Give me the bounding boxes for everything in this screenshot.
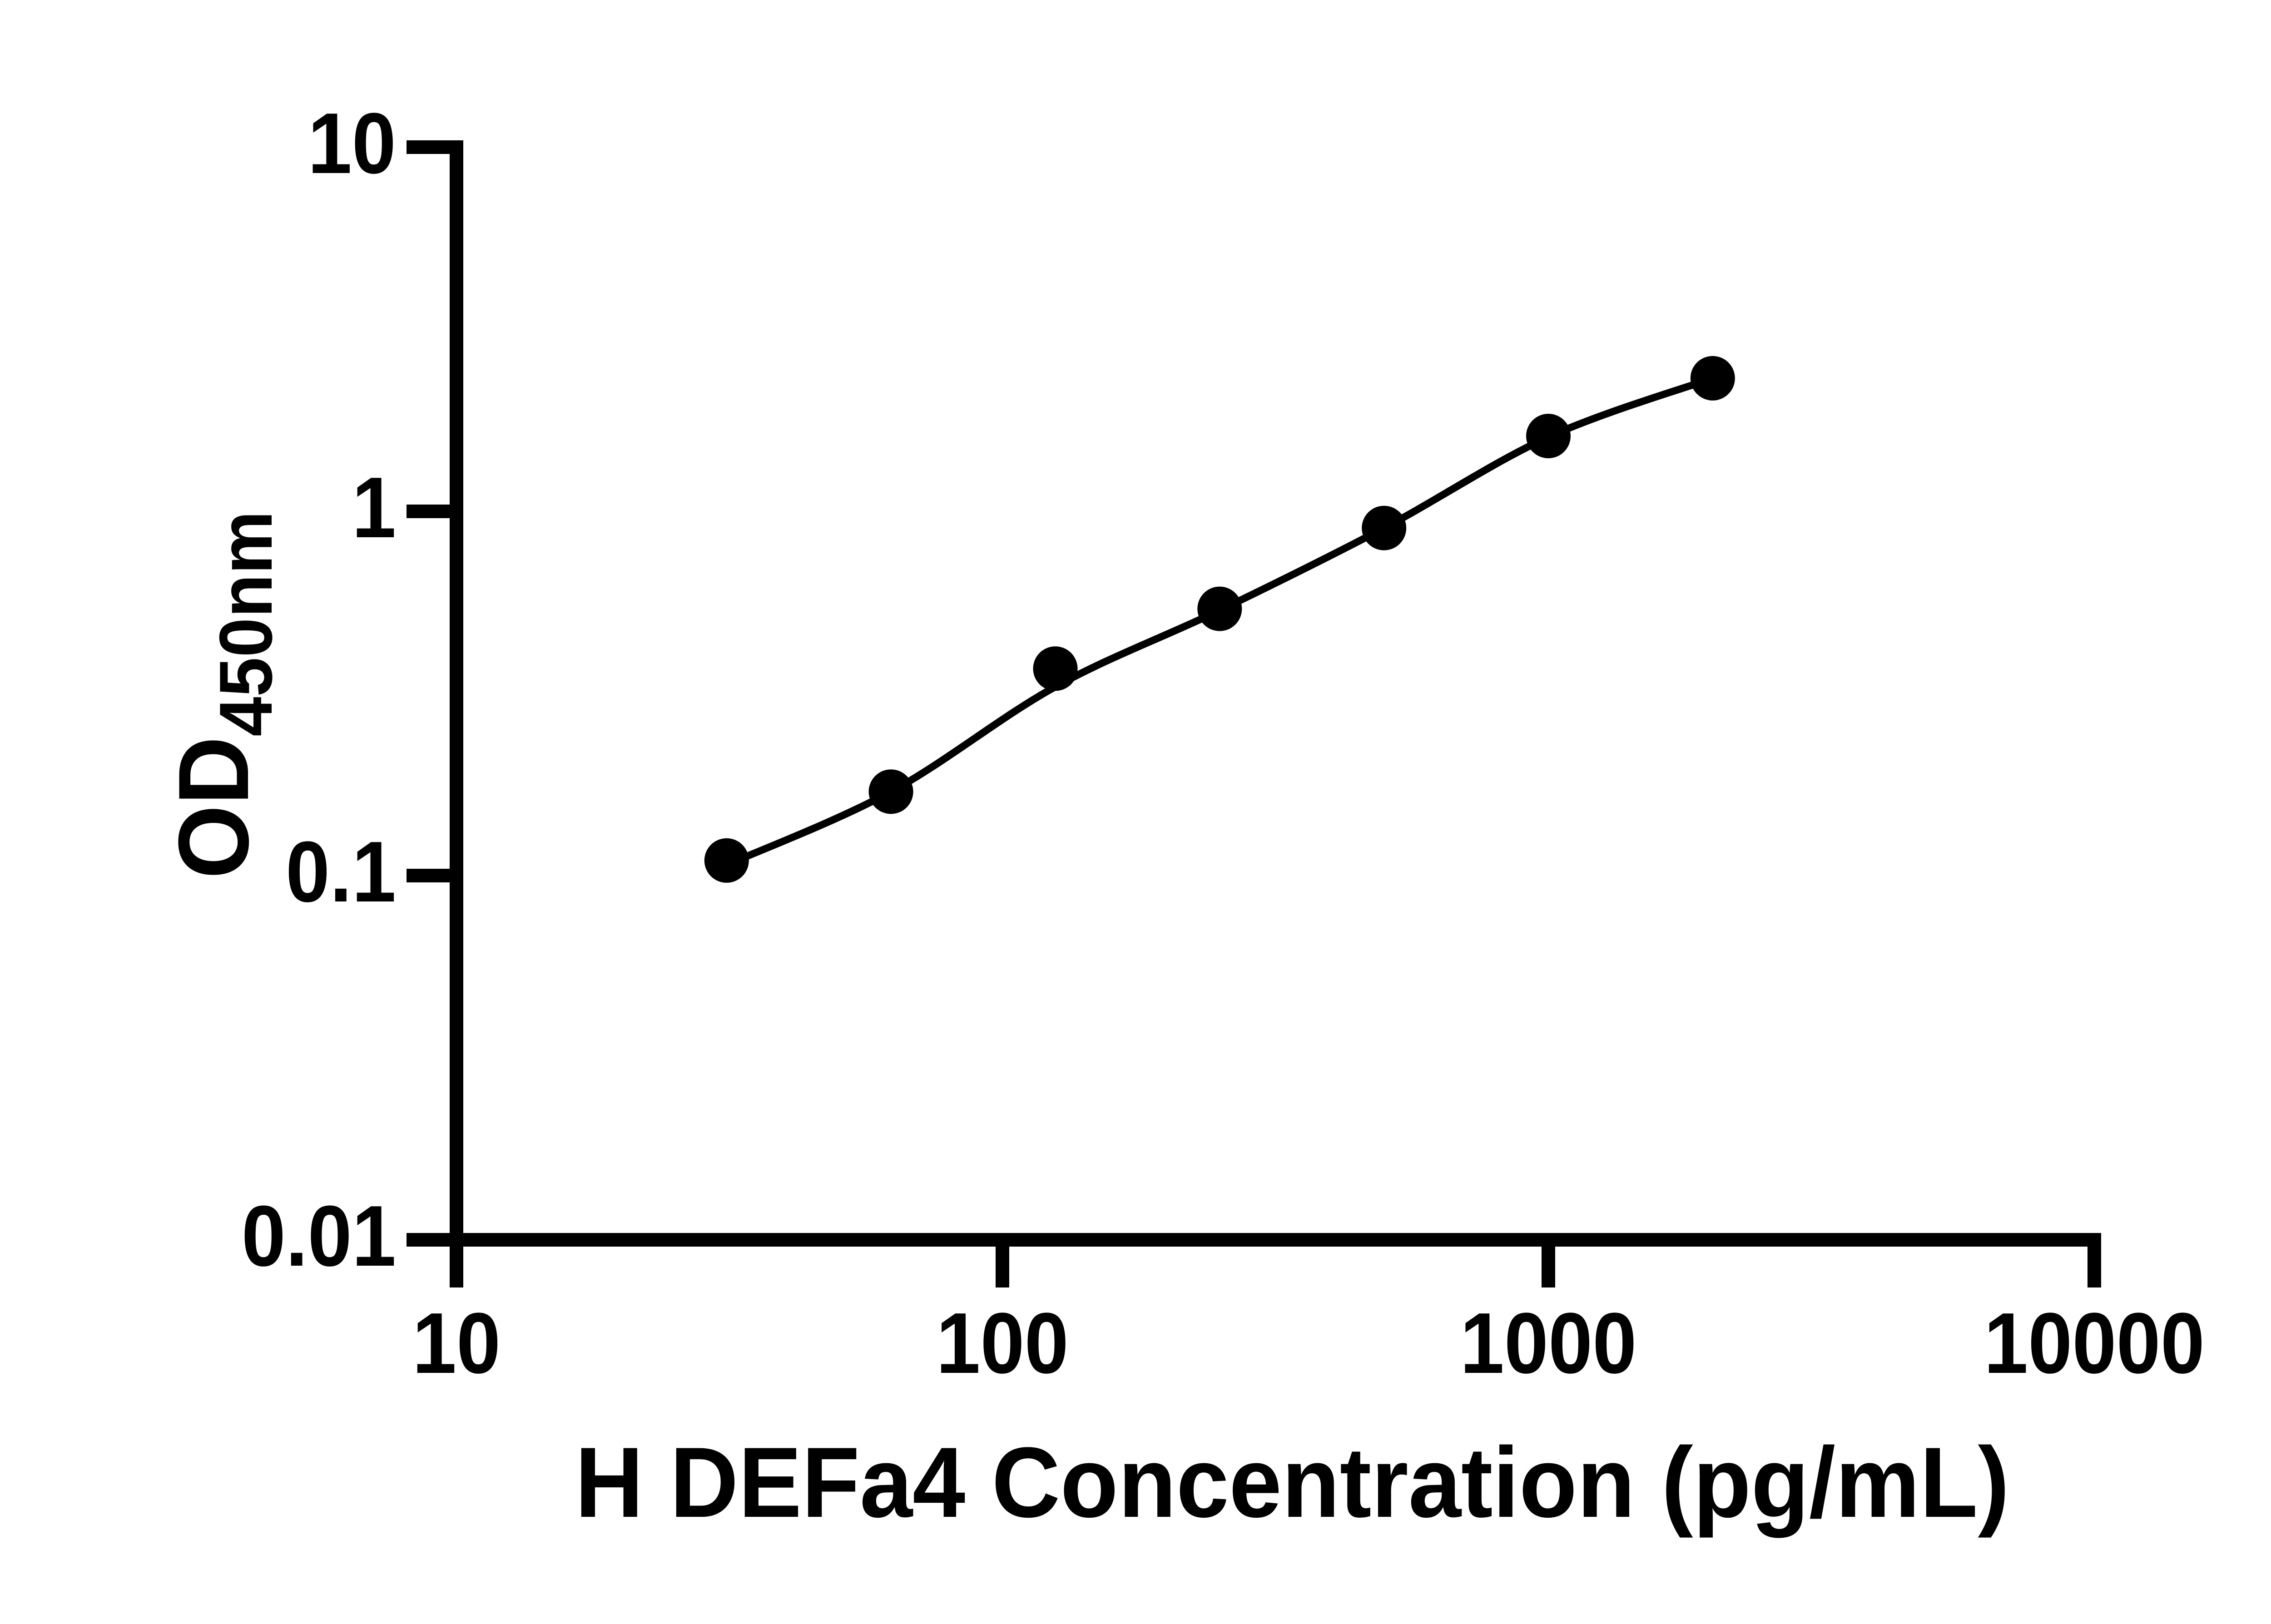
x-tick-label-1000: 1000 — [1460, 1295, 1637, 1391]
y-axis-title-base: OD — [158, 736, 269, 879]
y-tick-label-0-01: 0.01 — [241, 1188, 396, 1284]
data-point-31.25 — [704, 838, 749, 883]
y-tick-label-0-1: 0.1 — [285, 824, 396, 920]
data-point-500 — [1362, 505, 1407, 550]
data-point-250 — [1197, 586, 1242, 631]
data-point-1000 — [1526, 414, 1571, 459]
data-point-125 — [1033, 646, 1078, 691]
y-axis-title: OD450nm — [152, 511, 288, 879]
y-tick-label-10: 10 — [307, 95, 396, 192]
x-tick-label-10: 10 — [412, 1295, 501, 1391]
y-axis-title-subscript: 450nm — [204, 510, 288, 737]
y-tick-label-1: 1 — [352, 460, 396, 556]
x-tick-label-10000: 10000 — [1983, 1295, 2205, 1391]
data-point-62.5 — [868, 769, 913, 814]
x-axis-title: H DEFa4 Concentration (pg/mL) — [575, 1426, 2010, 1538]
data-point-2000 — [1690, 356, 1735, 401]
x-tick-label-100: 100 — [936, 1295, 1069, 1391]
